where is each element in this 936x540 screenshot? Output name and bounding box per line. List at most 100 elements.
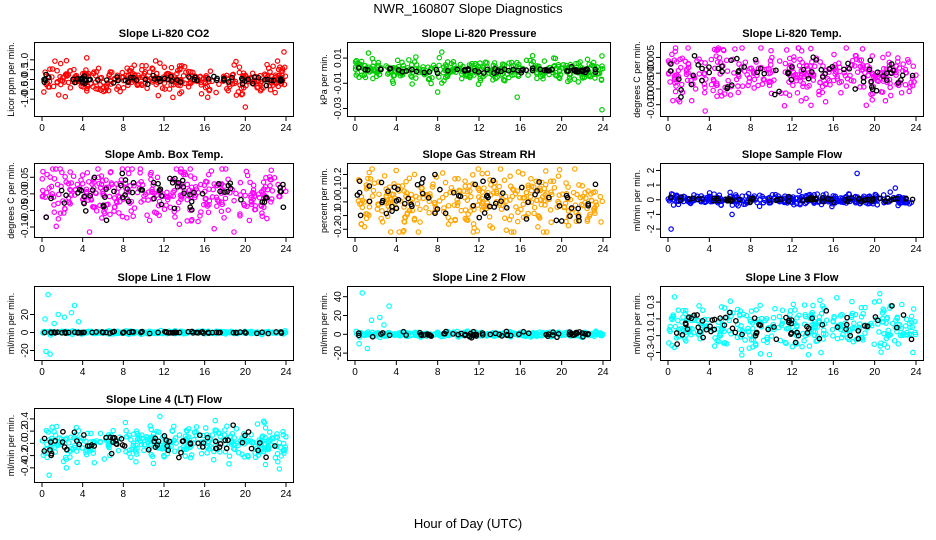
data-point [708,81,715,88]
reference-point [792,339,799,346]
data-point [229,430,236,437]
data-point [889,320,896,327]
reference-point [529,67,536,74]
reference-point [268,77,275,84]
reference-point [788,76,795,83]
x-tick-label: 16 [515,244,527,255]
data-point [531,210,537,217]
data-point [67,434,74,441]
reference-point [122,177,129,183]
data-point [359,72,365,78]
reference-point [454,66,461,73]
data-point [580,202,586,209]
data-point [387,229,394,235]
data-point [406,175,413,182]
data-point [71,302,78,309]
data-point [831,313,837,320]
data-point [667,79,673,85]
reference-point [419,190,426,197]
reference-point [362,66,369,73]
data-point [383,193,390,199]
data-point [281,81,288,88]
reference-point [471,331,478,338]
data-point [51,429,57,435]
data-point [180,73,187,79]
reference-point [86,443,93,449]
data-point [792,307,798,313]
data-point [131,205,138,211]
data-point [753,59,759,65]
data-point [262,461,269,468]
data-point [501,177,508,184]
data-point [142,80,148,87]
data-point [439,194,446,201]
data-point [514,218,521,225]
reference-point [214,75,220,82]
reference-point [434,70,441,77]
reference-point [263,454,269,461]
reference-point [391,184,398,191]
scatter-series [40,291,289,357]
data-point [877,290,883,297]
x-tick-label: 24 [280,244,292,255]
reference-point [785,198,792,205]
data-point [248,192,254,198]
reference-point [119,329,126,336]
data-point [851,320,857,327]
reference-point [103,217,110,224]
data-point [550,178,557,185]
reference-point [126,329,133,336]
data-point [157,413,163,420]
data-point [808,45,814,52]
reference-point [703,326,710,333]
data-point [670,97,676,104]
data-point [542,198,549,204]
data-point [685,61,692,68]
data-point [134,189,141,196]
reference-point [224,188,231,195]
data-point [55,311,62,318]
data-point [790,82,796,89]
reference-point [570,332,576,339]
data-point [84,169,91,176]
reference-point [434,206,441,212]
reference-point [732,329,739,336]
data-point [54,79,60,85]
y-tick-label: 0.2 [20,424,31,438]
data-point [176,432,183,438]
data-point [219,166,225,172]
data-point [147,423,153,429]
data-point [245,454,251,460]
reference-point [427,332,434,339]
reference-point [225,79,232,85]
reference-point [110,80,117,86]
data-point [246,217,253,224]
data-point [714,59,721,65]
data-point [231,62,237,68]
reference-point [450,189,457,196]
data-point [423,205,429,211]
data-point [428,80,434,87]
y-tick-label: -0.4 [20,459,31,477]
reference-point [874,69,881,76]
reference-point [667,194,674,201]
data-point [455,199,461,206]
data-point [528,175,534,182]
reference-point [813,56,820,63]
data-point [720,47,727,54]
reference-point [238,196,244,203]
data-point [136,81,142,87]
data-point [414,200,421,207]
reference-point [81,200,87,207]
data-point [381,173,388,179]
x-tick-label: 20 [869,367,881,378]
y-tick-label: -20 [333,345,344,360]
reference-point [686,314,692,321]
reference-point [872,314,879,320]
data-point [366,212,372,219]
data-point [365,50,372,56]
data-point [200,201,207,208]
data-point [871,341,877,348]
reference-point [520,328,527,335]
data-point [270,63,276,70]
